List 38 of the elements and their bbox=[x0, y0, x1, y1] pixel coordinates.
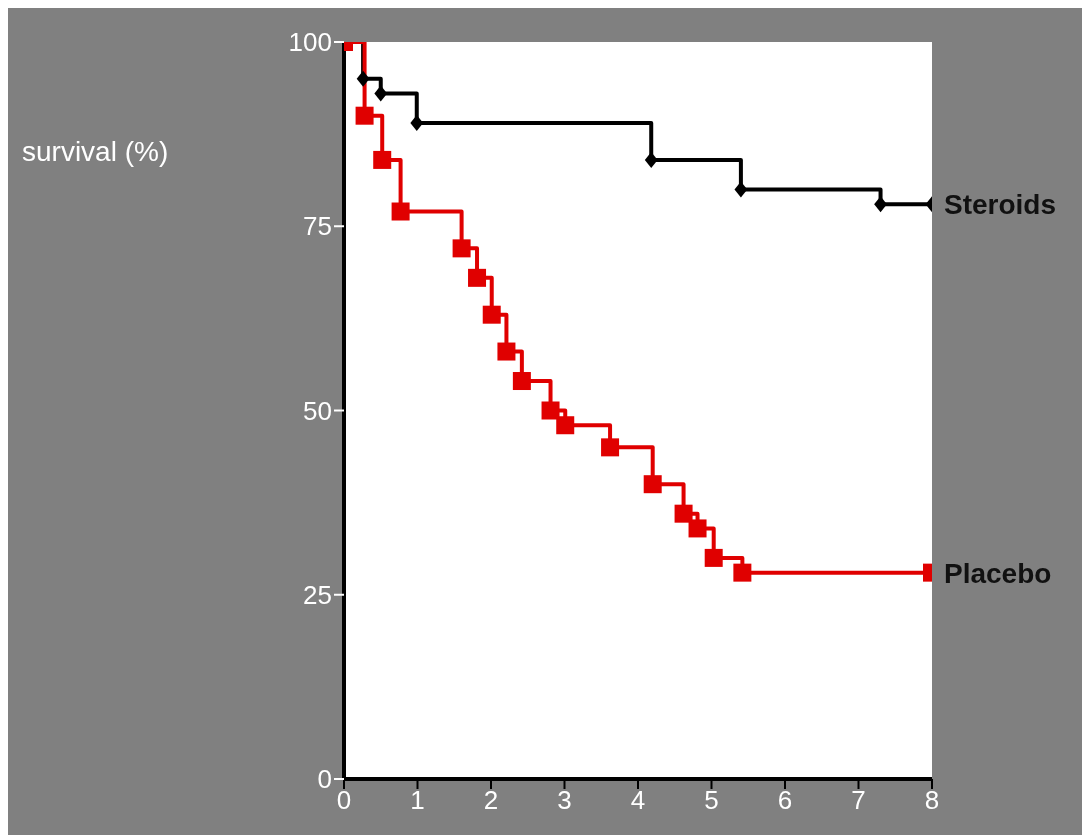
x-tick-label: 4 bbox=[630, 785, 646, 816]
point bbox=[452, 239, 471, 258]
point bbox=[541, 401, 560, 420]
point bbox=[704, 548, 723, 567]
x-tick-label: 3 bbox=[557, 785, 572, 816]
point bbox=[468, 268, 487, 287]
point bbox=[734, 181, 748, 198]
point bbox=[355, 106, 374, 125]
point bbox=[643, 475, 662, 494]
point bbox=[874, 196, 887, 213]
y-tick-label: 100 bbox=[288, 27, 332, 58]
y-tick-label: 50 bbox=[303, 395, 332, 426]
point bbox=[512, 372, 531, 391]
point bbox=[391, 202, 410, 221]
point bbox=[356, 70, 370, 87]
point bbox=[482, 305, 501, 324]
point bbox=[733, 563, 752, 582]
x-tick-label: 6 bbox=[777, 785, 793, 816]
point bbox=[556, 416, 575, 435]
y-axis-title: survival (%) bbox=[22, 136, 169, 168]
x-tick-label: 2 bbox=[483, 785, 499, 816]
point bbox=[674, 504, 693, 523]
x-tick-label: 0 bbox=[336, 785, 352, 816]
series-label: Placebo bbox=[944, 557, 1052, 590]
point bbox=[410, 115, 424, 132]
point bbox=[688, 519, 707, 538]
x-tick-label: 1 bbox=[410, 785, 425, 816]
y-tick-label: 0 bbox=[317, 764, 332, 795]
x-tick-label: 5 bbox=[704, 785, 719, 816]
point bbox=[374, 85, 388, 102]
x-tick-label: 8 bbox=[924, 785, 940, 816]
y-tick-label: 75 bbox=[303, 211, 332, 242]
point bbox=[601, 438, 620, 457]
x-tick-label: 7 bbox=[851, 785, 866, 816]
point bbox=[497, 342, 516, 361]
y-tick-label: 25 bbox=[303, 579, 332, 610]
series-label: Steroids bbox=[944, 189, 1057, 222]
point bbox=[373, 150, 392, 169]
